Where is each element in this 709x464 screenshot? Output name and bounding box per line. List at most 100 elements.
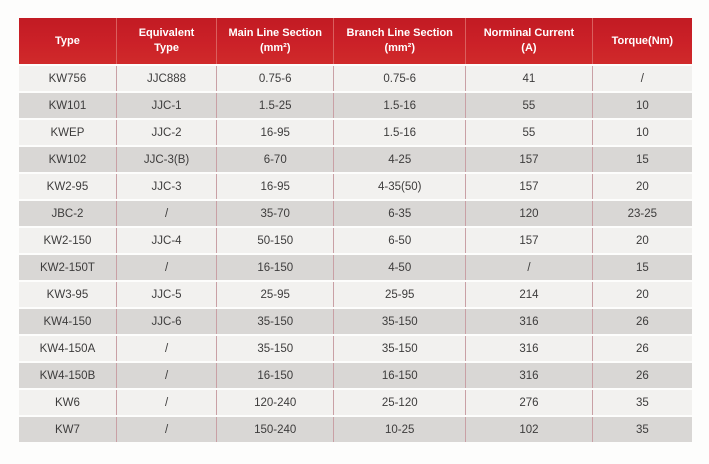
table-cell: 26 — [591, 336, 692, 361]
table-cell: 10-25 — [333, 417, 466, 442]
table-cell: JJC-6 — [115, 309, 217, 334]
table-cell: 41 — [465, 66, 592, 91]
table-cell: 316 — [465, 363, 592, 388]
table-cell: 1.5-16 — [333, 93, 466, 118]
table-cell: 35-150 — [333, 309, 466, 334]
table-cell: 4-25 — [333, 147, 466, 172]
column-header-norminal-current: Norminal Current (A) — [465, 18, 592, 64]
table-cell: 25-95 — [333, 282, 466, 307]
table-cell: JJC-3 — [115, 174, 217, 199]
column-header-line: Norminal Current — [483, 27, 575, 40]
table-cell: 23-25 — [591, 201, 692, 226]
table-cell: / — [465, 255, 592, 280]
table-cell: 0.75-6 — [333, 66, 466, 91]
table-cell: 35-150 — [333, 336, 466, 361]
table-cell: 102 — [465, 417, 592, 442]
table-cell: KW7 — [19, 417, 116, 442]
table-cell: 20 — [591, 174, 692, 199]
column-header-line: (A) — [521, 42, 537, 54]
table-cell: KW4-150A — [19, 336, 116, 361]
table-cell: 316 — [465, 336, 592, 361]
table-cell: KW2-150T — [19, 255, 116, 280]
column-header-equivalent-type: Equivalent Type — [115, 18, 217, 64]
table-cell: 35-150 — [216, 309, 334, 334]
table-cell: 4-50 — [333, 255, 466, 280]
table-cell: 1.5-16 — [333, 120, 466, 145]
column-header-line: Branch Line Section — [346, 27, 453, 40]
table-cell: JBC-2 — [19, 201, 116, 226]
spec-table-head: Type Equivalent Type Main Line Section (mm²)… — [19, 18, 692, 64]
column-header-torque: Torque(Nm) — [591, 18, 692, 64]
table-cell: 6-70 — [216, 147, 334, 172]
table-cell: 120 — [465, 201, 592, 226]
table-row: KW7/150-240 10-25 102 35 — [19, 417, 692, 442]
table-cell: 4-35(50) — [333, 174, 466, 199]
column-header-line: Torque(Nm) — [611, 34, 674, 47]
column-header-main-line: Main Line Section (mm²) — [216, 18, 334, 64]
table-cell: 16-95 — [216, 120, 334, 145]
table-cell: 157 — [465, 228, 592, 253]
table-cell: 20 — [591, 228, 692, 253]
table-cell: 25-120 — [333, 390, 466, 415]
table-cell: KW2-150 — [19, 228, 116, 253]
table-row: KW3-95 JJC-5 25-95 25-95 214 20 — [19, 282, 692, 307]
table-row: JBC-2/35-70 6-35 120 23-25 — [19, 201, 692, 226]
table-cell: 0.75-6 — [216, 66, 334, 91]
table-cell: 35-70 — [216, 201, 334, 226]
table-cell: KW2-95 — [19, 174, 116, 199]
table-cell: KWEP — [19, 120, 116, 145]
table-cell: 16-150 — [216, 255, 334, 280]
table-row: KW101 JJC-1 1.5-25 1.5-16 55 10 — [19, 93, 692, 118]
table-cell: KW3-95 — [19, 282, 116, 307]
table-row: KWEP JJC-2 16-95 1.5-16 55 10 — [19, 120, 692, 145]
table-cell: 55 — [465, 93, 592, 118]
table-cell: / — [115, 363, 217, 388]
table-cell: 276 — [465, 390, 592, 415]
table-cell: 6-50 — [333, 228, 466, 253]
table-cell: JJC-5 — [115, 282, 217, 307]
table-cell: 26 — [591, 363, 692, 388]
table-row: KW2-150 JJC-4 50-150 6-50 157 20 — [19, 228, 692, 253]
table-cell: / — [115, 201, 217, 226]
table-cell: 10 — [591, 93, 692, 118]
table-cell: 15 — [591, 147, 692, 172]
table-cell: 316 — [465, 309, 592, 334]
column-header-line: (mm²) — [259, 42, 291, 54]
column-header-type: Type — [19, 18, 116, 64]
table-row: KW102 JJC-3(B) 6-70 4-25 157 15 — [19, 147, 692, 172]
table-cell: 55 — [465, 120, 592, 145]
spec-table-body: KW756 JJC888 0.75-6 0.75-6 41/KW101 JJC-1 1.5-… — [19, 66, 692, 442]
table-row: KW4-150B/16-150 16-150 316 26 — [19, 363, 692, 388]
table-cell: 35 — [591, 417, 692, 442]
table-cell: 26 — [591, 309, 692, 334]
table-cell: 120-240 — [216, 390, 334, 415]
spec-table: Type Equivalent Type Main Line Section (mm²)… — [19, 16, 692, 444]
table-cell: 150-240 — [216, 417, 334, 442]
table-cell: / — [115, 336, 217, 361]
table-row: KW6/120-240 25-120 276 35 — [19, 390, 692, 415]
table-row: KW4-150A/35-150 35-150 316 26 — [19, 336, 692, 361]
table-row: KW2-95 JJC-3 16-95 4-35(50) 157 20 — [19, 174, 692, 199]
column-header-line: (mm²) — [384, 42, 415, 54]
table-cell: 6-35 — [333, 201, 466, 226]
table-cell: KW101 — [19, 93, 116, 118]
table-cell: / — [591, 66, 692, 91]
table-cell: 15 — [591, 255, 692, 280]
column-header-line: Type — [55, 34, 80, 47]
table-row: KW2-150T/16-150 4-50/15 — [19, 255, 692, 280]
table-cell: JJC-1 — [115, 93, 217, 118]
column-header-branch-line: Branch Line Section (mm²) — [333, 18, 466, 64]
table-cell: 1.5-25 — [216, 93, 334, 118]
table-cell: 20 — [591, 282, 692, 307]
table-cell: 157 — [465, 174, 592, 199]
table-cell: 35-150 — [216, 336, 334, 361]
table-cell: / — [115, 255, 217, 280]
table-cell: 16-95 — [216, 174, 334, 199]
table-cell: 157 — [465, 147, 592, 172]
table-cell: 16-150 — [216, 363, 334, 388]
table-cell: KW4-150B — [19, 363, 116, 388]
table-cell: KW756 — [19, 66, 116, 91]
table-cell: / — [115, 417, 217, 442]
column-header-line: Type — [154, 42, 179, 54]
